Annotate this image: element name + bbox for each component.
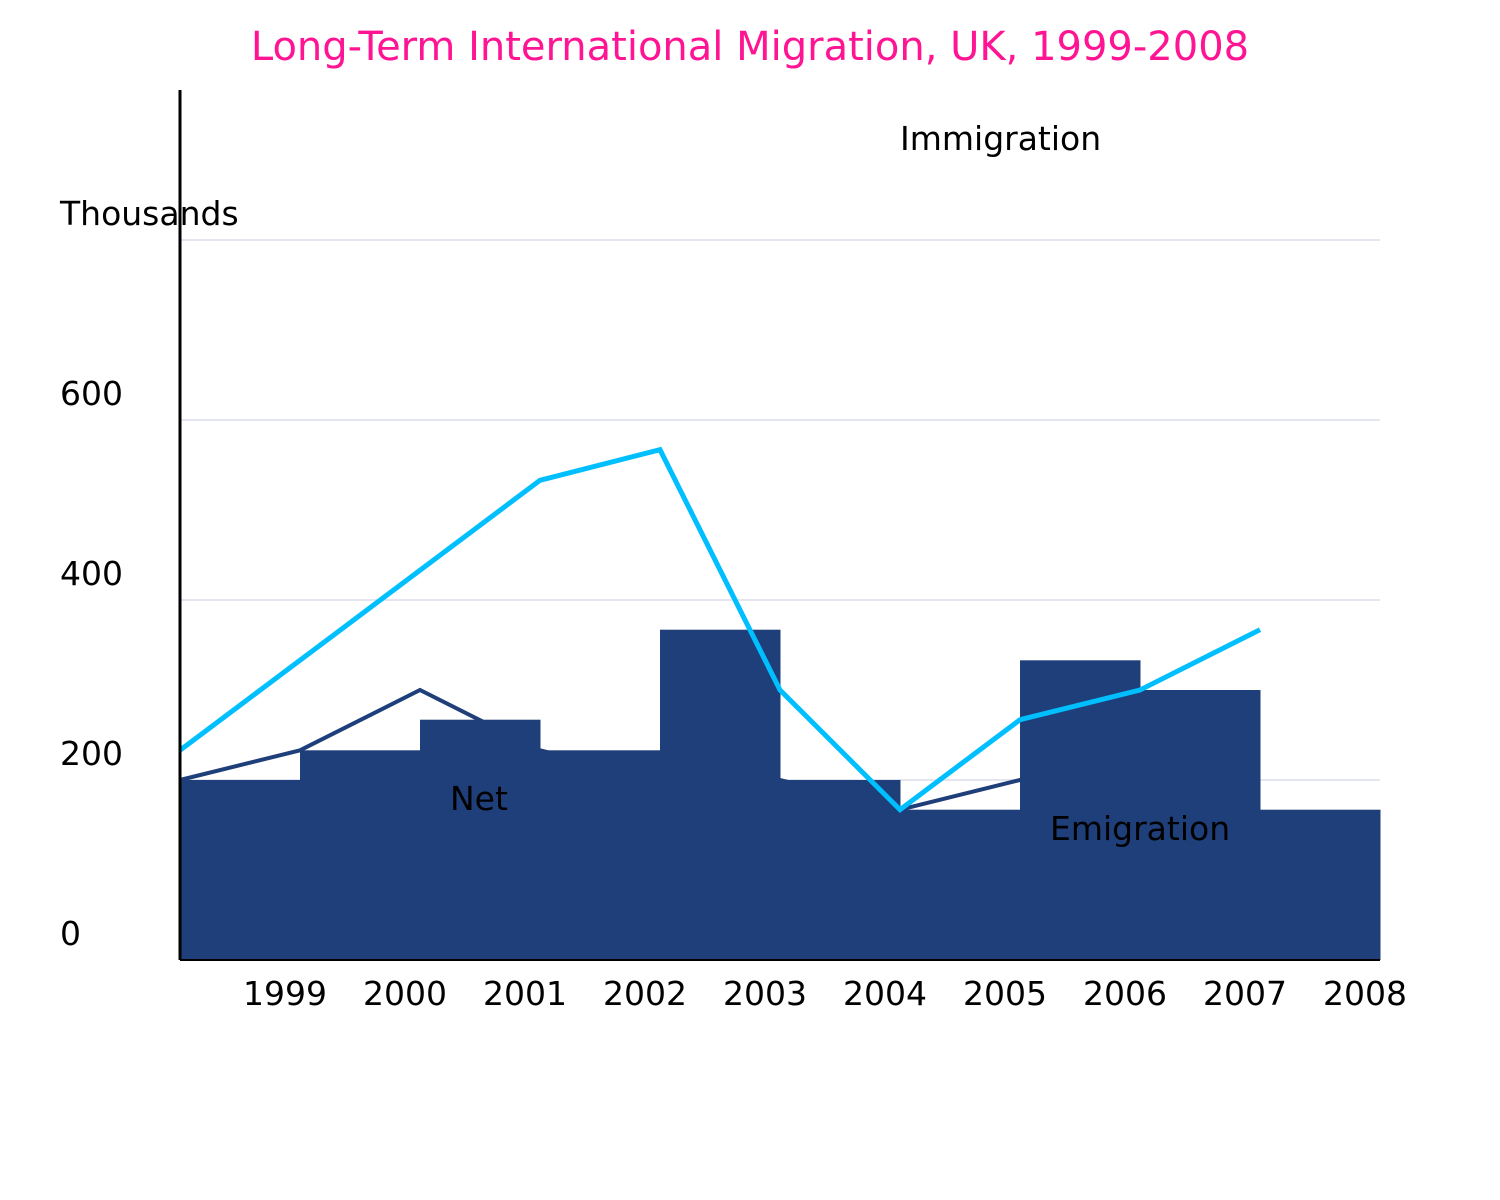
bar-2002 <box>540 750 661 960</box>
series-lines <box>178 446 1262 813</box>
chart-title: Long-Term International Migration, UK, 1… <box>251 24 1249 70</box>
bar-2008 <box>1260 809 1381 960</box>
emigration-annotation: Emigration <box>1050 809 1230 848</box>
immigration-line <box>178 446 1262 813</box>
bar-2005 <box>900 809 1021 960</box>
y-tick-200: 200 <box>60 734 123 773</box>
y-tick-0: 0 <box>60 914 81 953</box>
bar-2007 <box>1140 690 1261 960</box>
bar-2006 <box>1020 660 1141 960</box>
net-annotation: Net <box>450 779 508 818</box>
x-tick-labels: 1999 2000 2001 2002 2003 2004 2005 2006 2007 2008 <box>243 974 1407 1013</box>
x-tick-2008: 2008 <box>1323 974 1407 1013</box>
x-tick-2000: 2000 <box>363 974 447 1013</box>
x-tick-2006: 2006 <box>1083 974 1167 1013</box>
y-axis-label: Thousands <box>59 194 239 233</box>
y-tick-400: 400 <box>60 554 123 593</box>
emigration-bars <box>180 629 1381 960</box>
x-tick-2002: 2002 <box>603 974 687 1013</box>
bar-2004 <box>780 780 901 960</box>
bar-2003 <box>660 629 781 960</box>
bar-1999 <box>180 780 301 960</box>
x-tick-1999: 1999 <box>243 974 327 1013</box>
x-tick-2007: 2007 <box>1203 974 1287 1013</box>
bar-2001 <box>420 719 541 960</box>
x-tick-2004: 2004 <box>843 974 927 1013</box>
x-tick-2001: 2001 <box>483 974 567 1013</box>
y-tick-600: 600 <box>60 374 123 413</box>
x-tick-2003: 2003 <box>723 974 807 1013</box>
immigration-annotation: Immigration <box>900 119 1101 158</box>
y-tick-labels: 0 200 400 600 <box>60 374 123 953</box>
x-tick-2005: 2005 <box>963 974 1047 1013</box>
bar-2000 <box>300 750 421 960</box>
